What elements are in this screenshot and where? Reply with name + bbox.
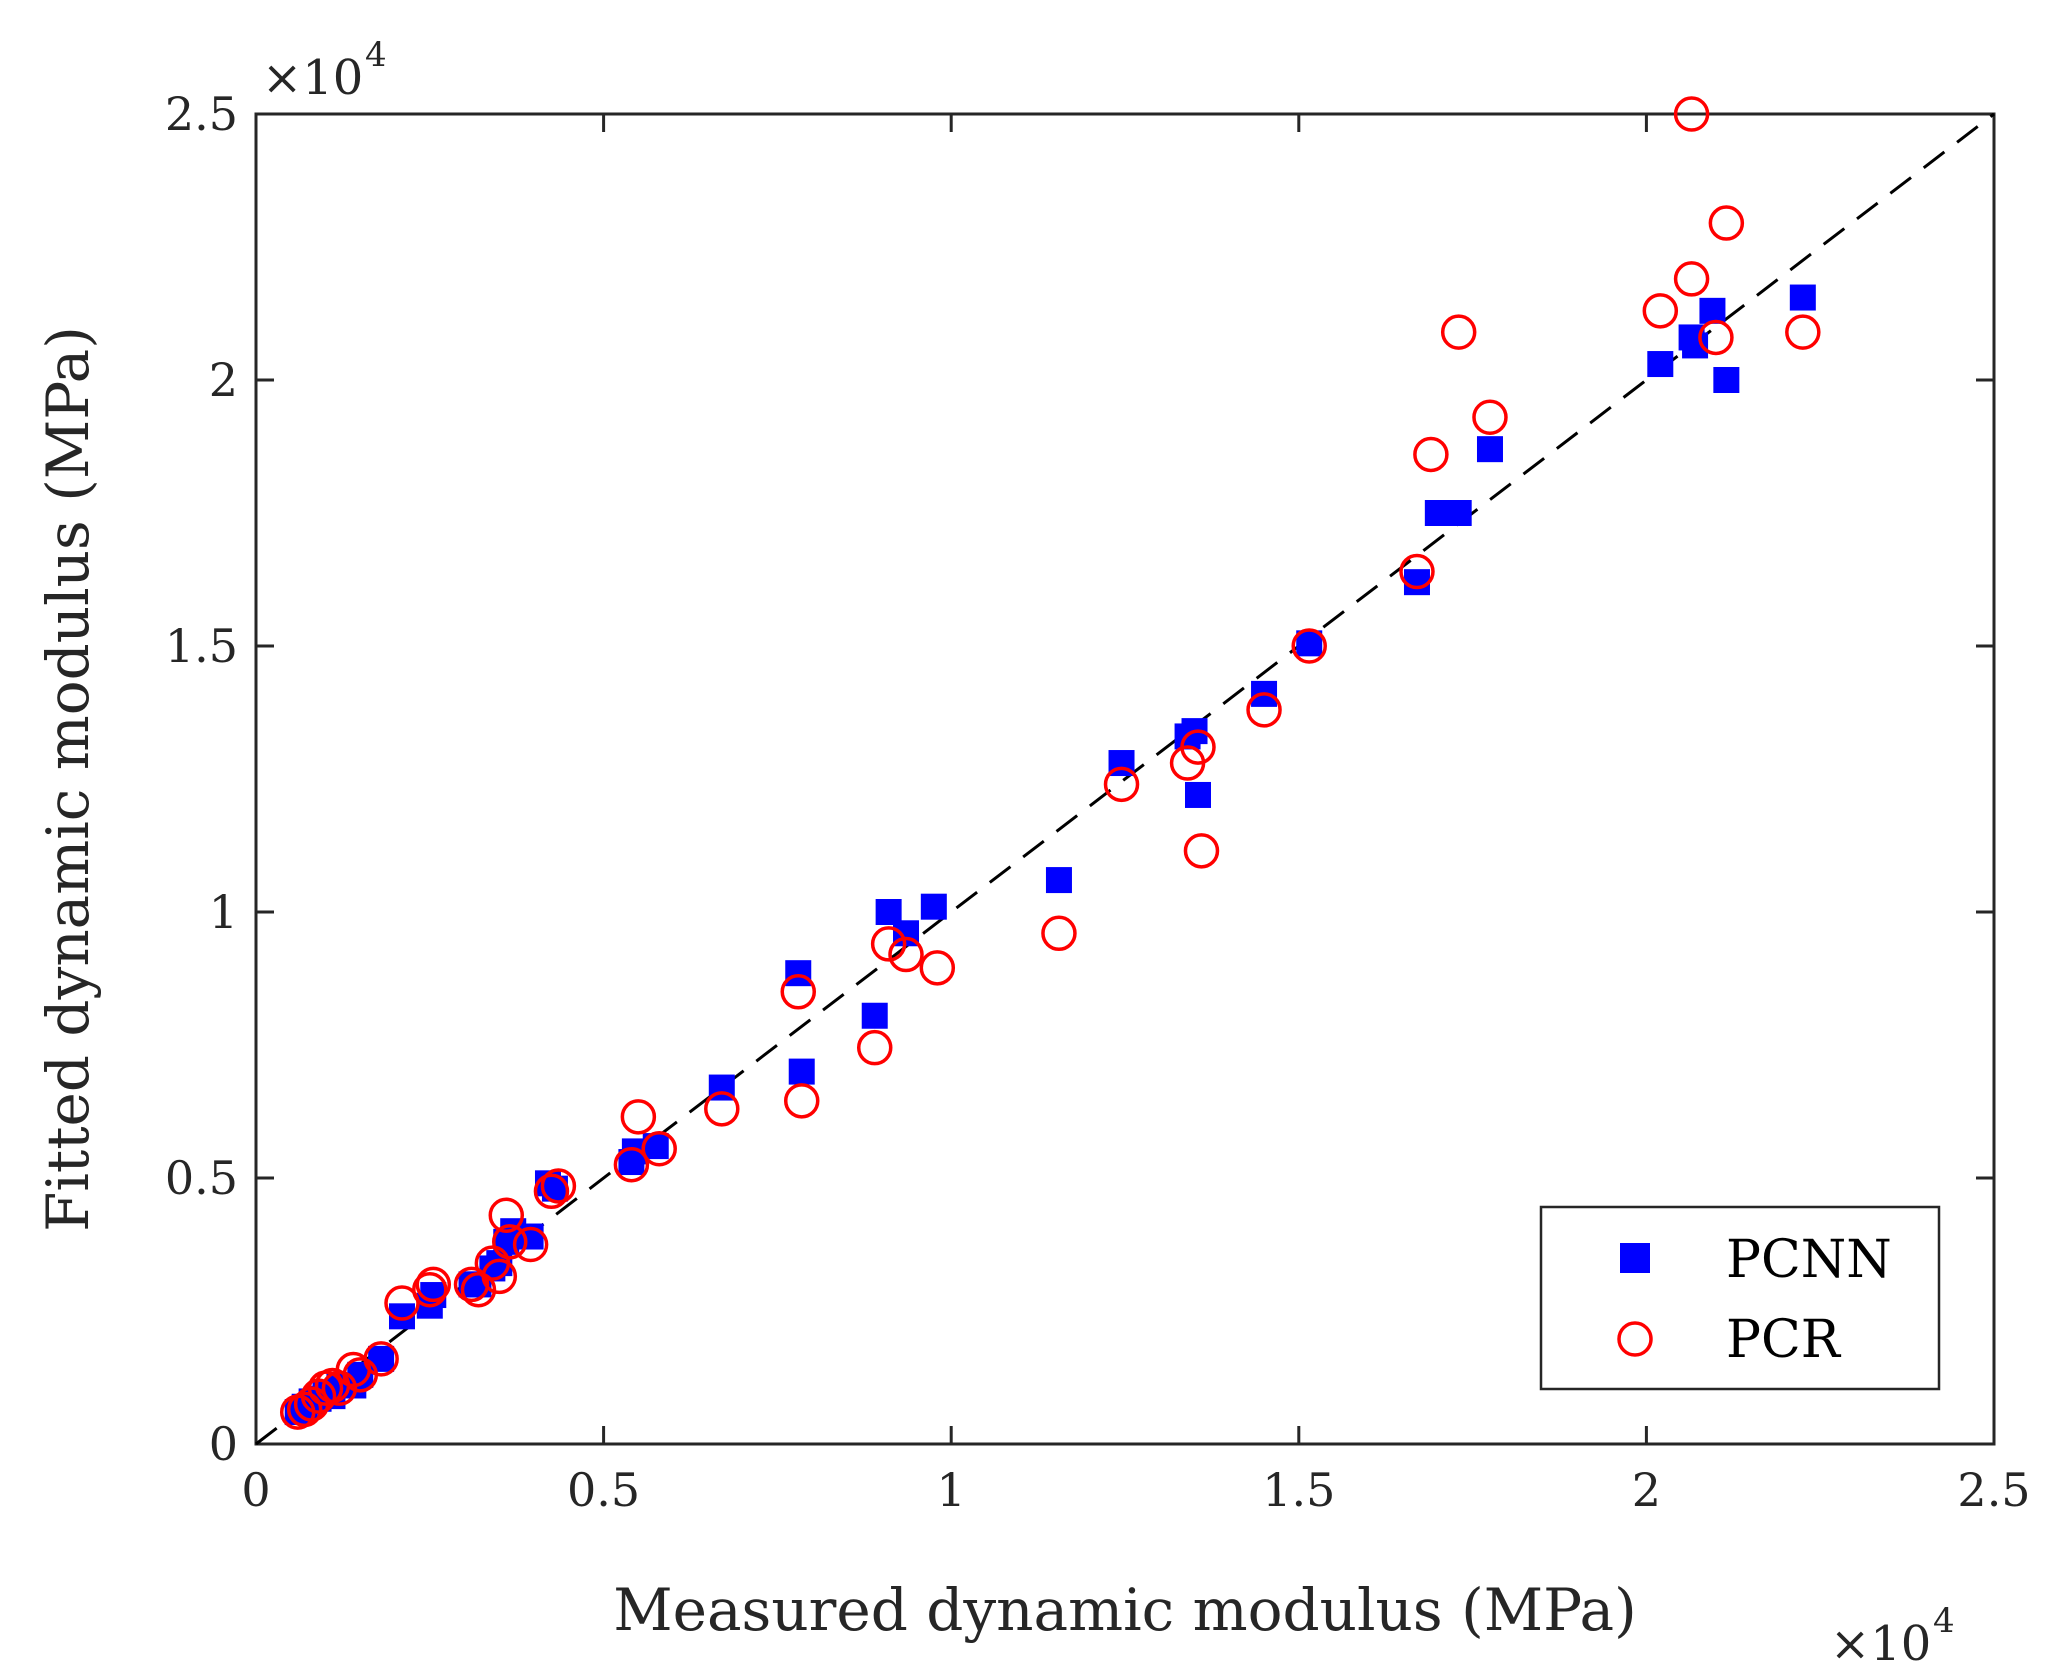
x-tick-label: 0	[241, 1463, 270, 1517]
data-point-pcr	[1180, 729, 1216, 765]
data-point-pcnn	[788, 1058, 815, 1085]
data-point-pcr	[540, 1168, 577, 1204]
data-point-pcnn	[1045, 867, 1072, 894]
data-point-pcr	[1698, 319, 1734, 356]
data-point-pcr	[1708, 205, 1745, 241]
data-point-pcr	[491, 1224, 528, 1260]
legend-marker-pcr	[1617, 1321, 1653, 1357]
data-point-pcr	[286, 1391, 323, 1428]
y-tick-label: 0	[209, 1417, 238, 1471]
legend-marker-pcnn	[1620, 1243, 1650, 1273]
data-point-pcnn	[1445, 500, 1472, 526]
x-tick-label: 0.5	[567, 1463, 640, 1517]
x-tick-label: 2.5	[1957, 1463, 2030, 1517]
data-point-pcr	[780, 974, 817, 1010]
data-point-pcr	[783, 1083, 820, 1119]
y-tick-label: 2.5	[165, 87, 238, 141]
x-axis-ticks: 0 0.5 1 1.5 2 2.5	[241, 114, 2031, 1517]
data-point-pcr	[620, 1099, 657, 1135]
data-point-pcnn	[861, 1002, 888, 1029]
data-point-pcr	[363, 1341, 399, 1377]
data-point-pcnn	[1789, 284, 1816, 311]
x-tick-label: 1.5	[1262, 1463, 1335, 1517]
data-point-pcr	[1183, 833, 1220, 869]
data-point-pcnn	[1647, 351, 1674, 378]
data-point-pcr	[415, 1266, 452, 1303]
y-tick-label: 1.5	[165, 619, 238, 673]
data-point-pcr	[453, 1266, 490, 1303]
data-point-pcr	[1440, 314, 1477, 350]
data-point-pcnn	[1713, 367, 1740, 393]
x-tick-label: 2	[1632, 1463, 1661, 1517]
data-point-pcr	[481, 1258, 518, 1295]
data-point-pcnn	[1296, 630, 1323, 657]
data-point-pcr	[1673, 96, 1710, 132]
data-point-pcr	[512, 1226, 549, 1263]
data-point-pcr	[1041, 915, 1077, 952]
data-point-pcr	[919, 950, 956, 986]
data-point-pcr	[888, 936, 924, 973]
series-pcr	[279, 96, 1821, 1430]
data-point-pcnn	[1699, 297, 1726, 324]
x-tick-label: 1	[937, 1463, 966, 1517]
data-point-pcr	[1673, 261, 1710, 297]
data-point-pcr	[412, 1271, 448, 1308]
x-exponent-base: ×10	[1830, 1616, 1931, 1672]
data-point-pcnn	[1184, 781, 1211, 808]
data-point-pcr	[384, 1285, 420, 1321]
y-axis-title: Fitted dynamic modulus (MPa)	[34, 326, 102, 1232]
data-point-pcr	[1642, 293, 1679, 329]
data-point-pcnn	[368, 1345, 395, 1372]
data-point-pcr	[1103, 766, 1140, 803]
data-point-pcnn	[1682, 332, 1709, 359]
y-axis-ticks: 0 0.5 1 1.5 2 2.5	[165, 87, 1994, 1471]
data-point-pcr	[704, 1091, 740, 1127]
data-point-pcnn	[1403, 569, 1430, 596]
x-exponent-power: 4	[1933, 1601, 1955, 1641]
legend-label-pcr: PCR	[1726, 1310, 1842, 1370]
data-point-pcr	[870, 926, 907, 962]
y-tick-label: 0.5	[165, 1151, 238, 1205]
legend-label-pcnn: PCNN	[1726, 1230, 1892, 1290]
data-point-pcr	[1785, 314, 1821, 350]
data-point-pcr	[856, 1029, 893, 1066]
legend: PCNN PCR	[1539, 1205, 1941, 1391]
y-exponent-base: ×10	[262, 50, 363, 106]
legend-box	[1539, 1205, 1941, 1391]
x-axis-exponent: ×10 4	[1830, 1601, 1955, 1672]
data-point-pcr	[321, 1370, 358, 1406]
y-tick-label: 1	[209, 885, 238, 939]
y-axis-exponent: ×10 4	[262, 35, 387, 106]
y-tick-label: 2	[209, 353, 238, 407]
data-point-pcr	[1291, 628, 1327, 664]
data-point-pcnn	[920, 893, 947, 920]
data-point-pcr	[533, 1173, 570, 1210]
data-point-pcr	[641, 1130, 677, 1167]
data-point-pcnn	[1476, 436, 1503, 463]
x-axis-title: Measured dynamic modulus (MPa)	[613, 1576, 1636, 1644]
data-point-pcr	[613, 1146, 650, 1183]
y-exponent-power: 4	[365, 35, 387, 75]
data-point-pcr	[1246, 692, 1282, 728]
data-point-pcnn	[785, 960, 812, 987]
data-point-pcr	[1413, 436, 1449, 473]
data-series-layer	[279, 96, 1821, 1430]
data-point-pcr	[1399, 553, 1435, 590]
data-point-pcr	[1472, 399, 1508, 435]
data-point-pcr	[488, 1197, 525, 1233]
